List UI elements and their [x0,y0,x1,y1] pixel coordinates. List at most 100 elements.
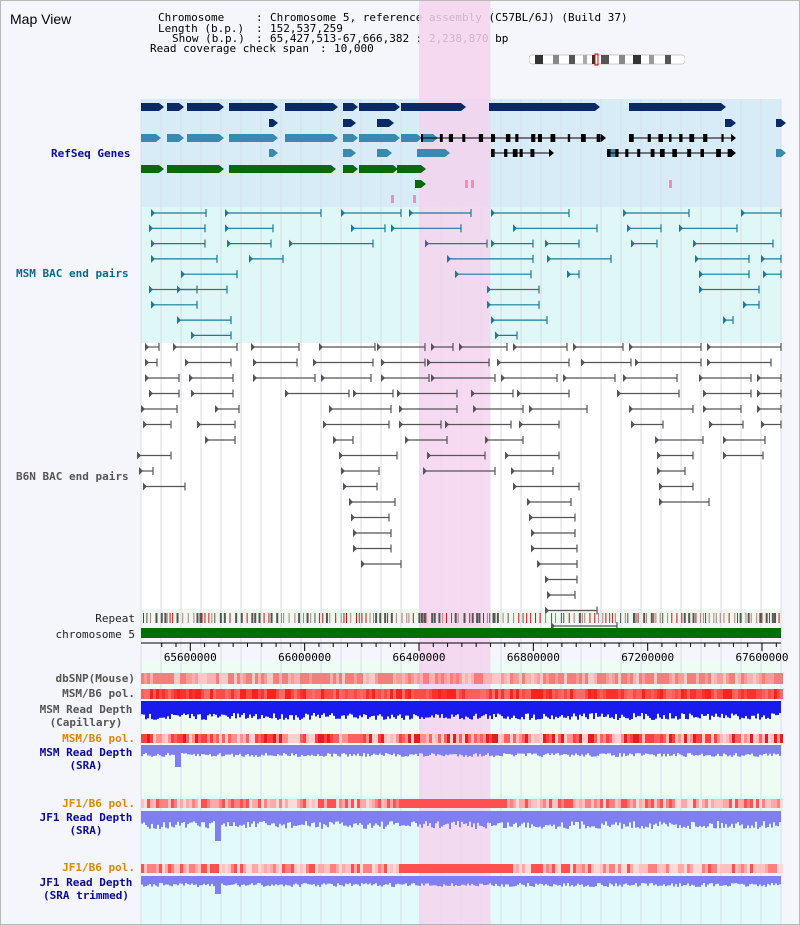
bac-end-marker [341,209,345,217]
depth-bar [533,701,535,715]
refseq-genes-track[interactable] [141,103,786,203]
depth-bar [487,701,489,719]
depth-bar [739,701,741,720]
depth-bar [683,701,685,714]
heat-cell [294,689,297,699]
heat-cell [168,864,171,873]
heat-cell [774,864,777,873]
heat-cell [327,799,330,808]
heat-cell [372,864,375,873]
depth-bar [533,745,535,754]
depth-bar [469,876,471,886]
depth-bar [207,811,209,829]
depth-bar [537,701,539,720]
depth-bar [431,876,433,886]
heat-cell [600,734,603,743]
depth-bar [679,876,681,884]
heat-cell [627,689,630,699]
repeat-mark [412,613,414,623]
depth-bar [659,876,661,886]
heat-cell [519,799,522,808]
heat-cell [213,864,216,873]
depth-bar [415,745,417,754]
depth-bar [647,745,649,754]
heat-cell [510,673,513,684]
depth-bar [383,745,385,756]
depth-bar [307,811,309,826]
depth-bar [731,701,733,714]
heat-cell [150,673,153,684]
b6n-bac-track[interactable] [137,343,782,630]
heat-cell [570,734,573,743]
depth-bar [261,876,263,886]
heat-cell [729,673,732,684]
depth-bar [195,745,197,757]
depth-bar [483,745,485,756]
gene-exon [229,134,273,142]
gene-exon [658,134,663,142]
gene-exon [343,119,351,127]
depth-bar [725,745,727,755]
depth-bar [749,876,751,885]
depth-bar [549,745,551,755]
depth-bar [189,876,191,885]
heat-cell [420,734,423,743]
depth-bar [273,811,275,824]
gene-exon [669,134,672,142]
repeat-mark [502,613,504,623]
msm-bac-track[interactable] [149,209,782,340]
heat-cell [558,673,561,684]
bac-end-marker [225,224,229,233]
heat-cell [246,799,249,808]
depth-bar [159,876,161,884]
repeat-mark [715,613,717,623]
depth-bar [709,745,711,756]
depth-bar [191,701,193,714]
depth-bar [361,811,363,825]
heat-cell [294,734,297,743]
heat-cell [669,673,672,684]
heat-cell [648,734,651,743]
depth-bar [679,811,681,826]
chromosome-ideogram[interactable] [529,53,685,66]
depth-bar [485,811,487,829]
depth-bar [331,701,333,714]
heat-cell [510,734,513,743]
depth-bar [449,876,451,886]
repeat-mark [594,613,596,623]
heat-cell [780,673,783,684]
heat-cell [273,673,276,684]
gene-arrow [333,134,338,142]
depth-bar [605,745,607,755]
depth-bar [693,811,695,823]
depth-bar [465,745,467,756]
bac-end-marker [313,358,317,367]
depth-bar [573,701,575,714]
depth-bar [355,745,357,756]
repeat-mark [778,613,780,623]
gene-arrow [731,119,736,127]
heat-cell [480,734,483,743]
heat-cell [219,673,222,684]
depth-bar [529,811,531,828]
heat-cell [735,799,738,808]
heat-cell [339,734,342,743]
depth-bar [171,876,173,887]
depth-bar [621,811,623,829]
depth-bar [205,701,207,720]
heat-cell [441,864,444,873]
depth-bar [687,811,689,826]
depth-bar [437,701,439,715]
gene-exon [421,134,424,142]
bac-end-marker [501,374,505,382]
heat-cell [777,799,780,808]
depth-bar [581,701,583,717]
depth-bar [771,745,773,756]
heat-cell [174,864,177,873]
depth-bar [553,745,555,755]
depth-bar [697,876,699,887]
heat-cell [327,673,330,684]
heat-cell [432,689,435,699]
